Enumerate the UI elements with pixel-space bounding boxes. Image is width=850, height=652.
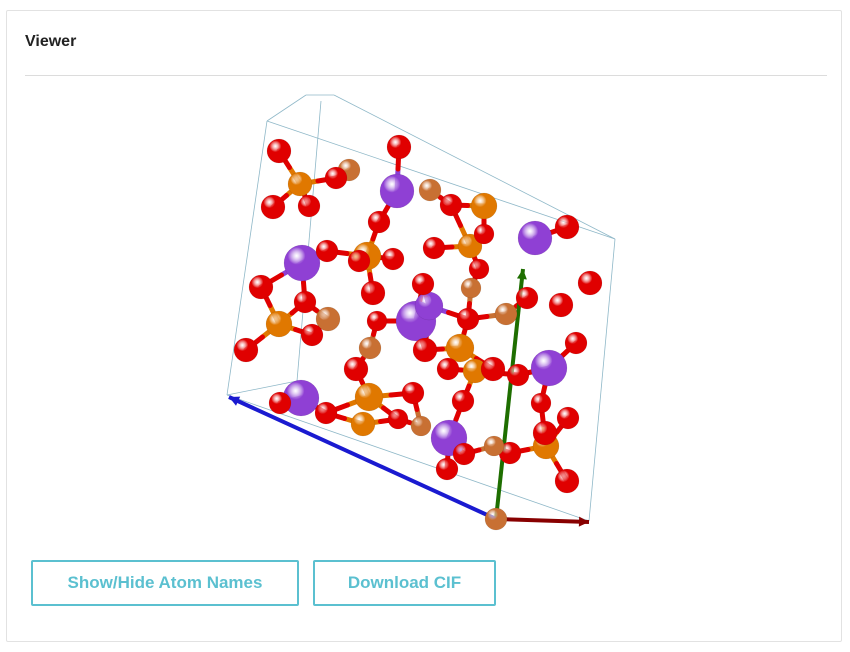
copper-atom <box>358 336 382 360</box>
unit-cell-edge <box>226 120 268 396</box>
oxygen-atom <box>248 274 274 300</box>
phosphorus-atom <box>350 411 376 437</box>
unit-cell-edge <box>226 380 298 396</box>
oxygen-atom <box>422 236 446 260</box>
potassium-atom <box>530 349 568 387</box>
oxygen-atom <box>367 210 391 234</box>
oxygen-atom <box>468 258 490 280</box>
copper-atom <box>494 302 518 326</box>
oxygen-atom <box>401 381 425 405</box>
phosphorus-atom <box>445 333 475 363</box>
oxygen-atom <box>411 272 435 296</box>
oxygen-atom <box>260 194 286 220</box>
oxygen-atom <box>480 356 506 382</box>
oxygen-atom <box>548 292 574 318</box>
c-axis-arrow-head <box>229 396 241 406</box>
crystal-structure-3d-view[interactable] <box>207 91 647 551</box>
unit-cell-edge <box>333 94 616 240</box>
b-axis-arrow <box>494 268 525 520</box>
copper-atom <box>315 306 341 332</box>
oxygen-atom <box>473 223 495 245</box>
oxygen-atom <box>506 363 530 387</box>
potassium-atom <box>283 244 321 282</box>
potassium-atom <box>414 291 444 321</box>
oxygen-atom <box>554 468 580 494</box>
oxygen-atom <box>532 420 558 446</box>
panel-title: Viewer <box>25 33 77 50</box>
oxygen-atom <box>381 247 405 271</box>
download-cif-button[interactable]: Download CIF <box>313 560 496 606</box>
oxygen-atom <box>314 401 338 425</box>
oxygen-atom <box>386 134 412 160</box>
oxygen-atom <box>266 138 292 164</box>
oxygen-atom <box>436 357 460 381</box>
oxygen-atom <box>324 166 348 190</box>
oxygen-atom <box>564 331 588 355</box>
title-divider <box>25 75 827 76</box>
a-axis-arrow <box>495 517 590 524</box>
unit-cell-edge <box>226 394 590 522</box>
oxygen-atom <box>268 391 292 415</box>
oxygen-atom <box>297 194 321 218</box>
oxygen-atom <box>452 442 476 466</box>
phosphorus-atom <box>287 171 313 197</box>
oxygen-atom <box>387 408 409 430</box>
copper-atom <box>460 277 482 299</box>
oxygen-atom <box>315 239 339 263</box>
structure-viewer-canvas[interactable] <box>207 91 647 551</box>
oxygen-atom <box>347 249 371 273</box>
a-axis-arrow-head <box>578 516 589 527</box>
viewer-panel: Viewer Show/Hide Atom Names Download CIF <box>6 10 842 642</box>
unit-cell-edge <box>266 94 307 122</box>
oxygen-atom <box>530 392 552 414</box>
oxygen-atom <box>456 307 480 331</box>
oxygen-atom <box>451 389 475 413</box>
unit-cell-edge <box>266 120 616 240</box>
phosphorus-atom <box>265 310 293 338</box>
potassium-atom <box>517 220 553 256</box>
oxygen-atom <box>439 193 463 217</box>
oxygen-atom <box>577 270 603 296</box>
oxygen-atom <box>515 286 539 310</box>
oxygen-atom <box>366 310 388 332</box>
unit-cell-edge <box>588 238 616 522</box>
oxygen-atom <box>360 280 386 306</box>
show-hide-atom-names-button[interactable]: Show/Hide Atom Names <box>31 560 299 606</box>
oxygen-atom <box>554 214 580 240</box>
copper-atom <box>410 415 432 437</box>
copper-atom <box>484 507 508 531</box>
copper-atom <box>418 178 442 202</box>
phosphorus-atom <box>354 382 384 412</box>
oxygen-atom <box>435 457 459 481</box>
oxygen-atom <box>412 337 438 363</box>
phosphorus-atom <box>470 192 498 220</box>
copper-atom <box>483 435 505 457</box>
potassium-atom <box>379 173 415 209</box>
oxygen-atom <box>556 406 580 430</box>
oxygen-atom <box>300 323 324 347</box>
oxygen-atom <box>293 290 317 314</box>
oxygen-atom <box>233 337 259 363</box>
unit-cell-edge <box>296 100 322 382</box>
c-axis-arrow <box>228 395 497 521</box>
b-axis-arrow-head <box>516 269 527 280</box>
oxygen-atom <box>343 356 369 382</box>
